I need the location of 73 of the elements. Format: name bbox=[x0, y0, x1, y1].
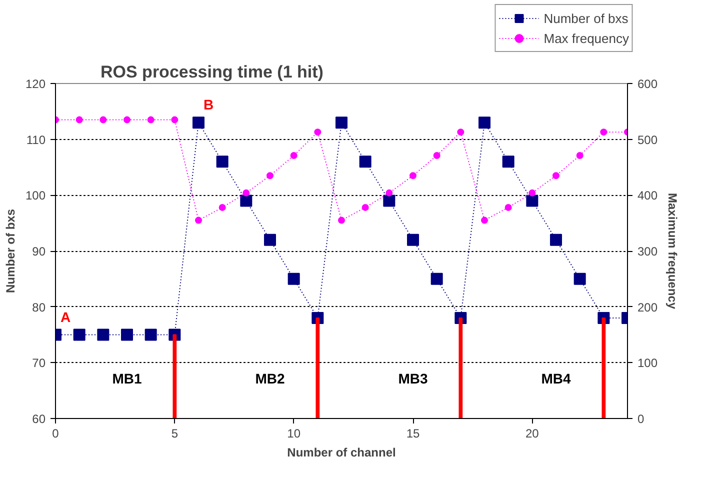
point bbox=[144, 328, 157, 341]
point bbox=[290, 152, 298, 160]
point bbox=[383, 194, 396, 207]
annotation: B bbox=[203, 96, 214, 113]
point bbox=[336, 116, 348, 129]
point bbox=[550, 234, 562, 246]
point bbox=[552, 172, 560, 180]
point bbox=[600, 128, 608, 136]
annotation: MB4 bbox=[541, 370, 571, 386]
point bbox=[73, 328, 86, 341]
y-tick-label: 100 bbox=[25, 188, 46, 203]
point bbox=[481, 216, 488, 224]
y2-tick-label: 100 bbox=[638, 356, 658, 370]
point bbox=[147, 116, 154, 124]
point bbox=[192, 116, 204, 129]
point bbox=[216, 156, 228, 168]
point bbox=[386, 189, 393, 196]
annotation: A bbox=[60, 308, 71, 325]
x-axis-title: Number of channel bbox=[287, 446, 396, 460]
point bbox=[218, 204, 226, 211]
point bbox=[240, 194, 252, 207]
x-tick-label: 5 bbox=[171, 426, 178, 440]
y-axis-title: Number of bxs bbox=[3, 208, 18, 294]
point bbox=[76, 116, 83, 124]
y-tick-label: 60 bbox=[32, 412, 46, 426]
point bbox=[242, 189, 250, 196]
point bbox=[195, 216, 202, 224]
x-tick-label: 15 bbox=[406, 426, 420, 440]
chart-title: ROS processing time (1 hit) bbox=[100, 62, 324, 82]
y2-tick-label: 400 bbox=[638, 188, 658, 203]
point bbox=[410, 172, 416, 180]
point bbox=[478, 116, 490, 129]
point bbox=[430, 272, 443, 285]
point bbox=[504, 204, 512, 211]
y2-tick-label: 300 bbox=[638, 244, 658, 258]
y-tick-label: 80 bbox=[32, 300, 46, 314]
point bbox=[457, 128, 464, 136]
y-tick-label: 110 bbox=[26, 132, 46, 147]
point bbox=[288, 272, 300, 285]
y2-axis-title: Maximum frequency bbox=[666, 192, 680, 310]
y-tick-label: 70 bbox=[32, 356, 46, 370]
point bbox=[121, 328, 133, 341]
point bbox=[266, 172, 274, 180]
legend-label: Max frequency bbox=[544, 30, 629, 46]
y2-tick-label: 500 bbox=[638, 132, 658, 147]
annotation: MB2 bbox=[255, 370, 285, 386]
point bbox=[502, 156, 514, 168]
y-tick-label: 90 bbox=[32, 244, 46, 258]
point bbox=[359, 156, 372, 168]
point bbox=[314, 128, 322, 136]
annotation: MB3 bbox=[398, 370, 428, 386]
point bbox=[362, 204, 369, 211]
point bbox=[100, 116, 107, 124]
point bbox=[576, 152, 584, 160]
point bbox=[528, 189, 536, 196]
y2-tick-label: 0 bbox=[638, 412, 644, 426]
point bbox=[264, 234, 276, 246]
point bbox=[407, 234, 419, 246]
point bbox=[97, 328, 110, 341]
point bbox=[574, 272, 586, 285]
legend-label: Number of bxs bbox=[544, 10, 628, 26]
point bbox=[171, 116, 178, 124]
y-tick-label: 120 bbox=[25, 77, 46, 91]
y2-tick-label: 600 bbox=[638, 77, 658, 91]
point bbox=[124, 116, 130, 124]
x-tick-label: 0 bbox=[52, 426, 60, 440]
point bbox=[338, 216, 345, 224]
x-tick-label: 20 bbox=[525, 426, 540, 440]
x-tick-label: 10 bbox=[287, 426, 301, 440]
point bbox=[526, 194, 538, 207]
annotation: MB1 bbox=[112, 370, 142, 386]
point bbox=[433, 152, 440, 160]
y2-tick-label: 200 bbox=[638, 300, 658, 314]
